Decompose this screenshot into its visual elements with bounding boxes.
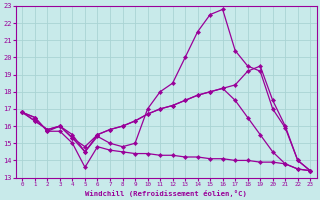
X-axis label: Windchill (Refroidissement éolien,°C): Windchill (Refroidissement éolien,°C) <box>85 190 247 197</box>
